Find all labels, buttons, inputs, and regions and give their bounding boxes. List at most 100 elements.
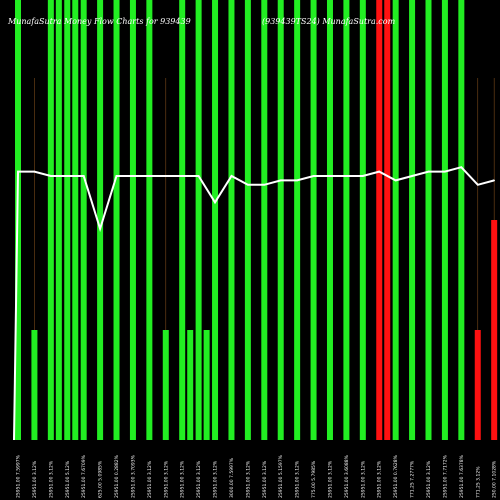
bar (441, 0, 448, 440)
line-point (181, 175, 183, 177)
bar (212, 0, 219, 440)
x-tick-label: 25951.00 3.12% (327, 460, 333, 498)
line-point (17, 170, 19, 173)
bar-secondary (384, 0, 391, 440)
line-point (460, 166, 463, 168)
line-point (362, 175, 364, 177)
bar (376, 0, 383, 440)
line-point (214, 201, 216, 204)
line-point (279, 179, 282, 182)
line-point (33, 170, 36, 173)
x-tick-label: 625.00 5.0985% (98, 460, 104, 498)
chart-subtitle: (939439TS24) MunafaSutra.com (262, 17, 396, 26)
x-tick-label: 25951.00 3.12% (147, 460, 153, 498)
x-tick-label: 3000.00 7.5997% (229, 457, 235, 498)
x-tick-label: 25951.00 3.12% (196, 460, 202, 498)
x-tick-label: 25951.00 5.1597% (278, 454, 284, 498)
bar (47, 0, 54, 440)
line-point (132, 175, 134, 177)
bar (491, 220, 498, 440)
x-tick-label: 25951.00 3.12% (262, 460, 268, 498)
line-point (329, 175, 331, 177)
line-point (411, 175, 413, 177)
line-point (247, 184, 249, 186)
x-tick-label: 25951.00 3.12% (48, 460, 54, 498)
line-point (296, 179, 298, 182)
x-tick-label: 25951.00 3.6088% (344, 454, 350, 498)
x-tick-label: 25951.00 3.12% (295, 460, 301, 498)
x-tick-label: 771.25 3.12% (475, 466, 481, 498)
line-point (345, 175, 348, 177)
line-point (394, 179, 397, 182)
line-point (50, 175, 52, 177)
line-point (427, 170, 430, 173)
x-tick-label: 25951.00 3.12% (360, 460, 366, 498)
x-tick-label: 25951.00 3.12% (32, 460, 38, 498)
line-point (115, 175, 118, 177)
bar (392, 0, 399, 440)
bar (343, 0, 350, 440)
x-tick-label: 25951.00 3.12% (245, 460, 251, 498)
x-tick-label: 775.00 5.7985% (311, 460, 317, 498)
x-tick-label: 25951.00 0.2882% (114, 454, 120, 498)
x-tick-label: 25951.00 3.7093% (130, 454, 136, 498)
bar (458, 0, 465, 440)
x-tick-label: 25951.00 3.12% (180, 460, 186, 498)
line-point (230, 175, 233, 177)
bar-secondary (55, 0, 62, 440)
bar (359, 0, 366, 440)
bar (129, 0, 136, 440)
x-tick-label: 25951.00 7.5997% (16, 454, 22, 498)
x-tick-label: 771.25 7.2777% (410, 460, 416, 498)
chart-title: MunafaSutra Money Flow Charts for 939439 (7, 17, 191, 26)
line-point (444, 170, 446, 173)
x-tick-label: 25951.00 7.6378% (459, 454, 465, 498)
bar (146, 0, 153, 440)
line-point (312, 175, 315, 177)
bar (294, 0, 301, 440)
bar (195, 0, 202, 440)
x-tick-label: 25951.00 3.12% (426, 460, 432, 498)
line-point (99, 228, 101, 230)
line-series (13, 166, 495, 441)
bar (179, 0, 186, 440)
bar (80, 0, 87, 440)
bar (162, 330, 169, 440)
bar (64, 0, 71, 440)
x-tick-label: 25951.00 7.6709% (81, 454, 87, 498)
line-point (197, 175, 200, 177)
bar (310, 0, 317, 440)
x-tick-label: 25951.00 3.12% (213, 460, 219, 498)
bar-secondary (203, 330, 210, 440)
bars (15, 0, 498, 440)
bar (409, 0, 416, 440)
x-tick-label: 25951.00 3.12% (163, 460, 169, 498)
bar (277, 0, 284, 440)
bar (228, 0, 235, 440)
bar (261, 0, 268, 440)
bar (326, 0, 333, 440)
line-point (476, 184, 479, 186)
x-tick-label: 25951.00 7.7172% (442, 454, 448, 498)
bar (97, 0, 104, 440)
bar (31, 330, 38, 440)
line-point (148, 175, 151, 177)
x-tick-labels: 25951.00 7.5997% 25951.00 3.12% 25951.00 3… (16, 454, 498, 498)
line-point (164, 175, 167, 177)
bar-secondary (187, 330, 194, 440)
bar-secondary (72, 0, 79, 440)
bar (425, 0, 432, 440)
line-point (263, 184, 266, 186)
bar (244, 0, 251, 440)
line-point (378, 170, 381, 173)
x-tick-label: 25951.00 3.12% (377, 460, 383, 498)
bar (474, 330, 481, 440)
line-point (493, 179, 495, 182)
x-tick-label: 250.00 7.1028% (492, 460, 498, 498)
x-tick-label: 25951.00 5.12% (65, 460, 71, 498)
x-tick-label: 25951.00 0.7628% (393, 454, 399, 498)
line-point (66, 175, 69, 177)
bar (113, 0, 120, 440)
line-point (82, 175, 85, 177)
